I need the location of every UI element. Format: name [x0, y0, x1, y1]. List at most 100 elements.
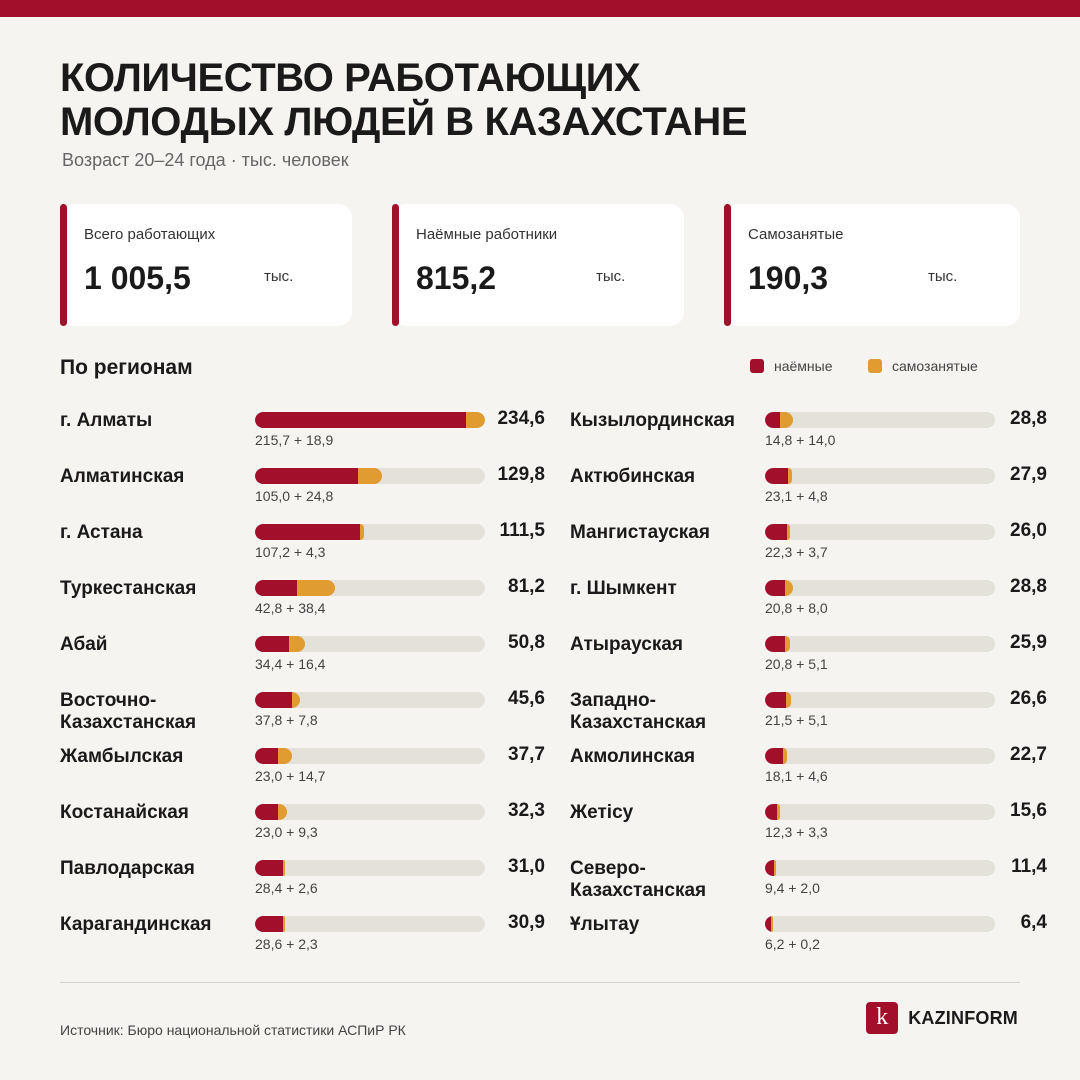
bar-hired — [255, 804, 278, 820]
region-name: Жамбылская — [60, 746, 184, 767]
region-total: 22,7 — [1010, 744, 1047, 765]
region-breakdown: 12,3 + 3,3 — [765, 824, 828, 840]
region-total: 30,9 — [508, 912, 545, 933]
card-label: Наёмные работники — [416, 226, 558, 243]
bar-self — [786, 524, 791, 540]
bar-hired — [255, 748, 278, 764]
region-total: 27,9 — [1010, 464, 1047, 485]
region-total: 26,0 — [1010, 520, 1047, 541]
logo-text: KAZINFORM — [908, 1007, 1018, 1028]
region-breakdown: 215,7 + 18,9 — [255, 432, 334, 448]
bar-self — [283, 916, 286, 932]
region-row: г. Алматы 234,6 215,7 + 18,9 — [60, 404, 545, 460]
page-title: КОЛИЧЕСТВО РАБОТАЮЩИХ МОЛОДЫХ ЛЮДЕЙ В КА… — [60, 56, 1020, 144]
region-breakdown: 107,2 + 4,3 — [255, 544, 326, 560]
bar-track — [765, 916, 995, 932]
region-row: Костанайская 32,3 23,0 + 9,3 — [60, 796, 545, 852]
region-name: Мангистауская — [570, 522, 710, 543]
bar-self — [786, 692, 792, 708]
bar-self — [292, 692, 300, 708]
region-breakdown: 21,5 + 5,1 — [765, 712, 828, 728]
card-value: 815,2 — [416, 260, 497, 296]
title-line-2: МОЛОДЫХ ЛЮДЕЙ В КАЗАХСТАНЕ — [60, 100, 748, 144]
bar-self — [779, 412, 794, 428]
region-breakdown: 18,1 + 4,6 — [765, 768, 828, 784]
bar-track — [255, 692, 485, 708]
region-total: 31,0 — [508, 856, 545, 877]
legend-swatch-self — [868, 359, 882, 373]
legend-label-self: самозанятые — [892, 358, 978, 374]
card-unit: тыс. — [596, 268, 626, 285]
bar-self — [785, 636, 791, 652]
region-row: Северо-Казахстанская 11,4 9,4 + 2,0 — [570, 852, 1047, 908]
bar-hired — [255, 916, 284, 932]
bar-self — [777, 804, 781, 820]
bar-track — [765, 748, 995, 764]
region-row: Ұлытау 6,4 6,2 + 0,2 — [570, 908, 1047, 964]
region-row: Абай 50,8 34,4 + 16,4 — [60, 628, 545, 684]
card-value: 1 005,5 — [84, 260, 191, 296]
region-total: 6,4 — [1020, 912, 1047, 933]
summary-card-self-employed: Самозанятые 190,3 тыс. — [724, 204, 1020, 326]
region-total: 25,9 — [1010, 632, 1047, 653]
bar-track — [255, 524, 485, 540]
region-breakdown: 9,4 + 2,0 — [765, 880, 820, 896]
region-breakdown: 20,8 + 5,1 — [765, 656, 828, 672]
region-breakdown: 105,0 + 24,8 — [255, 488, 334, 504]
region-breakdown: 22,3 + 3,7 — [765, 544, 828, 560]
legend-label-hired: наёмные — [774, 358, 833, 374]
region-name: Павлодарская — [60, 858, 195, 879]
bar-self — [785, 580, 794, 596]
region-name: Атырауская — [570, 634, 683, 655]
region-name: Карагандинская — [60, 914, 212, 935]
title-line-1: КОЛИЧЕСТВО РАБОТАЮЩИХ — [60, 56, 641, 100]
bar-hired — [765, 412, 780, 428]
bar-hired — [765, 524, 787, 540]
bar-track — [765, 412, 995, 428]
region-total: 15,6 — [1010, 800, 1047, 821]
region-total: 11,4 — [1011, 856, 1047, 877]
bar-self — [282, 860, 286, 876]
bar-self — [277, 804, 287, 820]
region-total: 28,8 — [1010, 408, 1047, 429]
region-breakdown: 28,6 + 2,3 — [255, 936, 318, 952]
region-name: Костанайская — [60, 802, 189, 823]
bar-hired — [255, 636, 289, 652]
legend-item-hired: наёмные — [750, 358, 833, 374]
region-name: Ұлытау — [570, 914, 640, 935]
region-total: 50,8 — [508, 632, 545, 653]
region-total: 28,8 — [1010, 576, 1047, 597]
region-breakdown: 23,0 + 9,3 — [255, 824, 318, 840]
region-row: Кызылординская 28,8 14,8 + 14,0 — [570, 404, 1047, 460]
bar-hired — [255, 468, 358, 484]
region-name: г. Астана — [60, 522, 143, 543]
bar-track — [255, 580, 485, 596]
bar-track — [765, 804, 995, 820]
region-row: Актюбинская 27,9 23,1 + 4,8 — [570, 460, 1047, 516]
bar-hired — [255, 580, 297, 596]
card-accent — [724, 204, 731, 326]
region-row: Туркестанская 81,2 42,8 + 38,4 — [60, 572, 545, 628]
source-note: Источник: Бюро национальной статистики А… — [60, 1022, 406, 1038]
region-breakdown: 42,8 + 38,4 — [255, 600, 326, 616]
region-total: 234,6 — [497, 408, 545, 429]
region-name: Северо-Казахстанская — [570, 858, 707, 901]
region-breakdown: 20,8 + 8,0 — [765, 600, 828, 616]
footer-divider — [60, 982, 1020, 983]
bar-self — [771, 916, 773, 932]
bar-track — [765, 860, 995, 876]
card-label: Всего работающих — [84, 226, 216, 243]
bar-hired — [765, 916, 772, 932]
bar-hired — [765, 580, 786, 596]
bar-track — [255, 468, 485, 484]
region-total: 26,6 — [1010, 688, 1047, 709]
bar-track — [765, 692, 995, 708]
card-unit: тыс. — [264, 268, 294, 285]
region-name: Абай — [60, 634, 108, 655]
region-name: Кызылординская — [570, 410, 735, 431]
region-total: 129,8 — [497, 464, 545, 485]
bar-self — [360, 524, 365, 540]
bar-track — [255, 916, 485, 932]
bar-self — [357, 468, 383, 484]
card-value: 190,3 — [748, 260, 829, 296]
